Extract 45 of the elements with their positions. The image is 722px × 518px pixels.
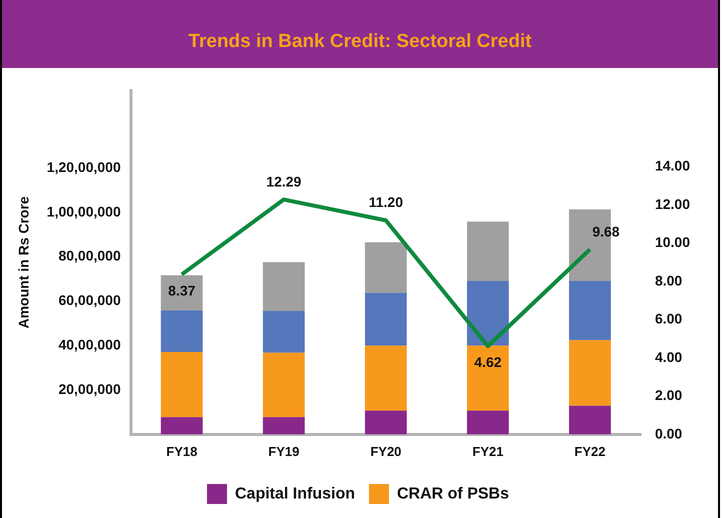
data-label: 4.62	[474, 354, 502, 370]
bar	[262, 311, 305, 353]
bar	[569, 406, 611, 434]
bar	[466, 410, 509, 434]
legend-label: Capital Infusion	[234, 485, 355, 502]
data-label: 11.20	[368, 194, 404, 210]
bar	[262, 262, 305, 312]
bar	[262, 417, 305, 434]
y-tick-label: 1,20,00,000	[46, 158, 121, 175]
bar	[160, 352, 203, 418]
x-tick-label: FY22	[574, 444, 606, 459]
y-tick-label: 80,00,000	[58, 248, 121, 264]
x-tick-label: FY20	[370, 444, 402, 459]
bar	[466, 346, 509, 411]
bar	[160, 417, 203, 434]
x-tick-label: FY21	[472, 444, 504, 459]
data-label: 8.37	[168, 282, 196, 298]
bar	[569, 340, 611, 406]
y-tick-label: 1,00,00,000	[46, 203, 121, 220]
y2-tick-label: 14.00	[654, 158, 690, 174]
bar	[262, 352, 305, 418]
y2-tick-label: 6.00	[654, 310, 682, 327]
x-tick-label: FY18	[166, 444, 198, 459]
x-tick-label: FY19	[268, 444, 300, 459]
bar	[364, 410, 407, 434]
y-tick-label: 20,00,000	[58, 380, 121, 397]
bar	[466, 222, 509, 282]
bar	[364, 346, 407, 411]
bar	[160, 310, 203, 352]
y2-tick-label: 12.00	[654, 196, 690, 212]
y-axis-title: Amount in Rs Crore	[15, 196, 32, 329]
bar	[569, 281, 611, 340]
legend-label: CRAR of PSBs	[396, 485, 510, 502]
y-tick-label: 60,00,000	[58, 292, 121, 308]
y2-tick-label: 0.00	[654, 425, 682, 442]
y2-tick-label: 8.00	[654, 272, 682, 288]
bar	[466, 281, 509, 346]
data-label: 12.29	[266, 173, 302, 190]
bar	[364, 292, 407, 346]
y-tick-label: 40,00,000	[58, 336, 121, 352]
chart-title: Trends in Bank Credit: Sectoral Credit	[2, 0, 718, 68]
y2-tick-label: 2.00	[654, 387, 682, 404]
bar	[364, 242, 407, 293]
y2-tick-label: 10.00	[654, 234, 690, 250]
y2-tick-label: 4.00	[654, 348, 682, 365]
